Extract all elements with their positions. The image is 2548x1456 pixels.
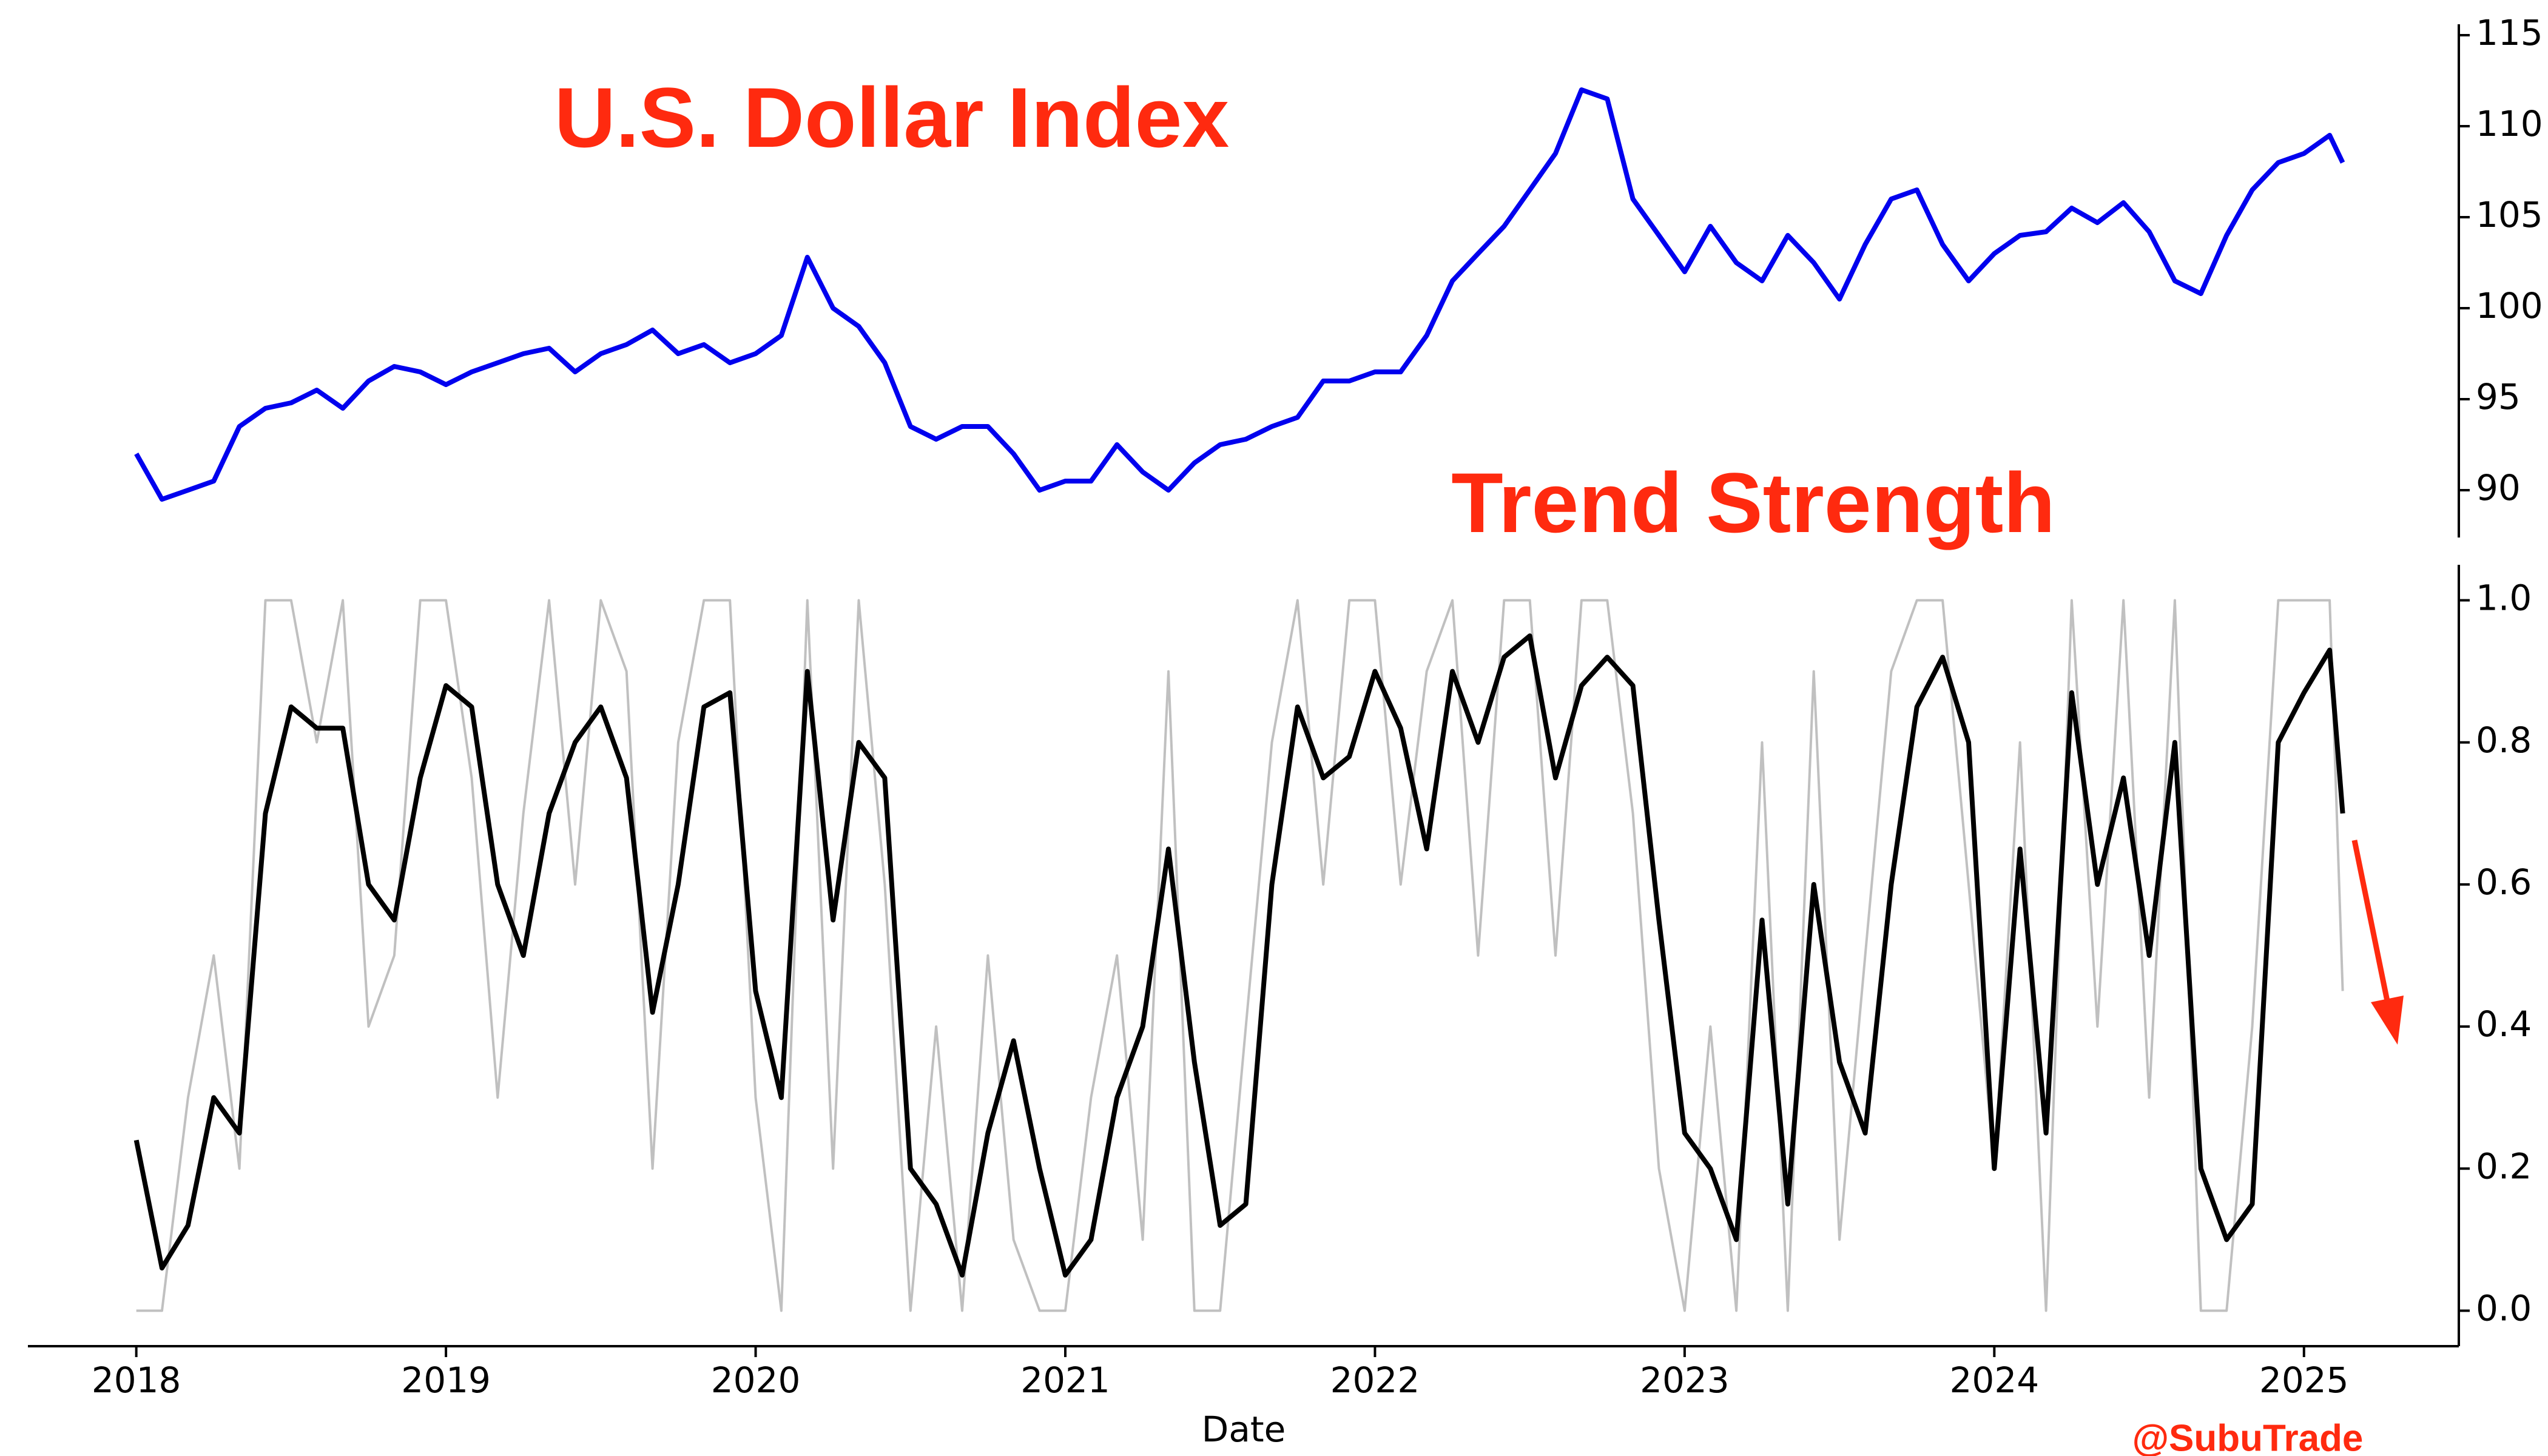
chart-title: Trend Strength [1451, 455, 2055, 550]
arrow [2351, 840, 2390, 1002]
y-tick-label: 0.0 [2476, 1288, 2532, 1329]
annotation: @SubuTrade [2132, 1417, 2364, 1456]
y-tick-label: 1.0 [2476, 578, 2532, 619]
y-tick-label: 0.6 [2476, 861, 2532, 903]
y-tick-label: 115 [2476, 12, 2543, 53]
x-tick-label: 2023 [1640, 1360, 1730, 1401]
x-tick-label: 2021 [1020, 1360, 1110, 1401]
y-tick-label: 0.4 [2476, 1003, 2532, 1045]
y-tick-label: 0.8 [2476, 720, 2532, 761]
line-series [133, 633, 2345, 1278]
plots: 90 95 100 105 110 115 0.0 0.2 0.4 0.6 0.8 1.0 2018 20… [28, 12, 2543, 1401]
x-axis-label: Date [1202, 1409, 1286, 1450]
x-tick-label: 2024 [1950, 1360, 2040, 1401]
y-tick-label: 105 [2476, 194, 2543, 235]
x-tick-label: 2019 [401, 1360, 491, 1401]
x-tick-label: 2022 [1330, 1360, 1420, 1401]
y-tick-label: 110 [2476, 103, 2543, 144]
line-series [134, 87, 2345, 502]
line-series [136, 599, 2344, 1312]
y-tick-label: 90 [2476, 467, 2521, 508]
y-tick-label: 100 [2476, 285, 2543, 326]
x-tick-label: 2025 [2259, 1360, 2349, 1401]
y-tick-label: 95 [2476, 376, 2521, 417]
y-tick-label: 0.2 [2476, 1145, 2532, 1187]
chart-title: U.S. Dollar Index [554, 70, 1229, 165]
x-tick-label: 2018 [92, 1360, 181, 1401]
x-tick-label: 2020 [711, 1360, 801, 1401]
arrow-head [2371, 996, 2404, 1045]
